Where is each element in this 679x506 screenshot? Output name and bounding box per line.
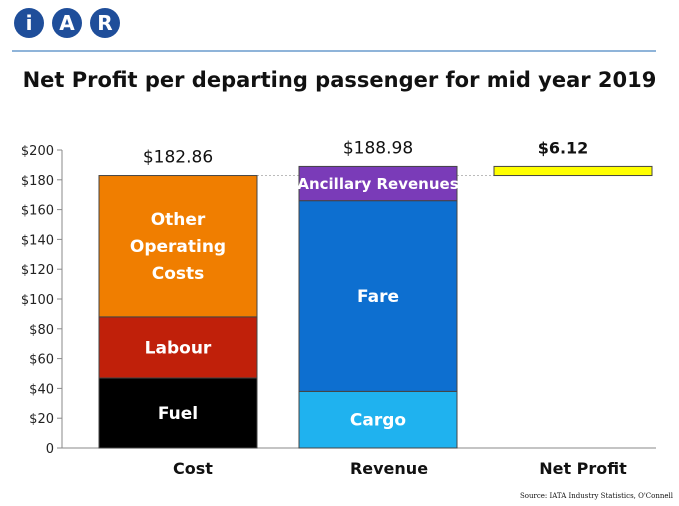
bar-segment-labour: [98, 316, 258, 379]
segment-label-other-operating-costs: Operating: [130, 237, 226, 257]
segment-label-other-operating-costs: Other: [151, 210, 206, 230]
logo-letter-a: A: [52, 8, 82, 38]
bar-segment-net-profit: [493, 165, 653, 177]
source-note: Source: IATA Industry Statistics, O'Conn…: [519, 492, 673, 500]
y-tick-label: $140: [21, 233, 54, 248]
logo-letter-r: R: [90, 8, 120, 38]
bar-segment-ancillary-revenues: [298, 165, 458, 202]
y-tick-label: $100: [21, 293, 54, 308]
bar-segment-other-operating-costs: [98, 175, 258, 318]
x-category-label: Cost: [173, 459, 213, 478]
y-tick-label: $20: [29, 412, 54, 427]
y-tick-label: $160: [21, 204, 54, 219]
segment-label-fuel: Fuel: [158, 404, 198, 424]
bar-segment-fuel: [98, 377, 258, 449]
header-divider: [12, 50, 656, 52]
y-tick-label: $60: [29, 353, 54, 368]
segment-label-cargo: Cargo: [350, 411, 406, 431]
total-label-0: $182.86: [143, 148, 213, 168]
total-label-2: $6.12: [538, 138, 589, 157]
y-tick-label: $200: [21, 144, 54, 159]
y-tick-label: $80: [29, 323, 54, 338]
x-category-label: Revenue: [350, 459, 428, 478]
total-label-1: $188.98: [343, 138, 413, 158]
y-tick-label: $180: [21, 174, 54, 189]
y-tick-label: $40: [29, 382, 54, 397]
segment-label-fare: Fare: [357, 287, 399, 307]
iata-logo: i A R: [14, 8, 120, 48]
y-tick-label: $120: [21, 263, 54, 278]
bar-segment-cargo: [298, 390, 458, 449]
logo-letter-i: i: [14, 8, 44, 38]
chart-title: Net Profit per departing passenger for m…: [22, 68, 657, 92]
segment-label-other-operating-costs: Costs: [152, 264, 205, 284]
y-tick-label: 0: [46, 442, 54, 457]
segment-label-labour: Labour: [145, 338, 212, 358]
segment-label-ancillary-revenues: Ancillary Revenues: [297, 175, 458, 193]
x-category-label: Net Profit: [539, 459, 627, 478]
